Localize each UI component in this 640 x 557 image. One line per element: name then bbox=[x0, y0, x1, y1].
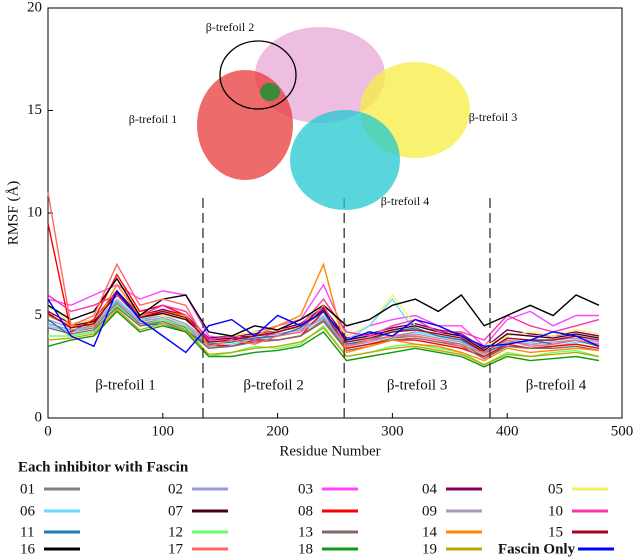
legend-label: 15 bbox=[548, 524, 563, 540]
series-line bbox=[47, 192, 600, 354]
legend-label: 09 bbox=[422, 503, 437, 519]
series-line bbox=[47, 308, 600, 366]
x-tick-label: 500 bbox=[611, 423, 634, 439]
legend-label: 02 bbox=[168, 481, 183, 497]
legend-label: 05 bbox=[548, 481, 563, 497]
y-tick-label: 5 bbox=[35, 307, 43, 323]
legend-label: 16 bbox=[20, 541, 36, 557]
site-circle bbox=[219, 40, 297, 110]
legend-label: 19 bbox=[422, 541, 437, 557]
series-line bbox=[47, 300, 600, 356]
x-tick-label: 0 bbox=[44, 423, 52, 439]
inset-label: β-trefoil 3 bbox=[469, 110, 517, 124]
x-tick-label: 300 bbox=[381, 423, 404, 439]
region-label: β-trefoil 1 bbox=[95, 377, 156, 393]
legend-label: 10 bbox=[548, 503, 563, 519]
region-label: β-trefoil 4 bbox=[526, 377, 587, 393]
y-tick-label: 20 bbox=[27, 0, 42, 15]
legend-label: 04 bbox=[422, 481, 438, 497]
legend-label: 07 bbox=[168, 503, 184, 519]
y-axis-label: RMSF (Å) bbox=[5, 181, 21, 246]
legend-label: 13 bbox=[298, 524, 313, 540]
series-line bbox=[47, 310, 600, 368]
domain-blob bbox=[197, 70, 293, 180]
y-tick-label: 15 bbox=[27, 102, 42, 118]
x-axis-label: Residue Number bbox=[279, 443, 380, 459]
inset-label: β-trefoil 1 bbox=[129, 112, 177, 126]
legend-label: 01 bbox=[20, 481, 35, 497]
legend-label: 03 bbox=[298, 481, 313, 497]
legend-label: 18 bbox=[298, 541, 313, 557]
x-tick-label: 200 bbox=[266, 423, 289, 439]
domain-blob bbox=[290, 110, 400, 210]
series-line bbox=[47, 306, 600, 360]
legend-label: 12 bbox=[168, 524, 183, 540]
series-line bbox=[47, 283, 599, 348]
series-line bbox=[47, 289, 600, 354]
inset-label: β-trefoil 2 bbox=[206, 20, 254, 34]
series-line bbox=[47, 291, 600, 354]
domain-blob bbox=[255, 27, 385, 123]
legend-label: Fascin Only bbox=[498, 541, 576, 557]
x-tick-label: 100 bbox=[152, 423, 175, 439]
legend-title: Each inhibitor with Fascin bbox=[18, 459, 189, 475]
inhibitor-site bbox=[260, 83, 280, 101]
legend-label: 06 bbox=[20, 503, 36, 519]
inset-label: β-trefoil 4 bbox=[381, 194, 429, 208]
y-tick-label: 0 bbox=[35, 409, 43, 425]
legend-label: 14 bbox=[422, 524, 438, 540]
legend-label: 08 bbox=[298, 503, 313, 519]
legend-label: 17 bbox=[168, 541, 184, 557]
y-tick-label: 10 bbox=[27, 204, 42, 220]
region-label: β-trefoil 2 bbox=[243, 377, 304, 393]
x-tick-label: 400 bbox=[496, 423, 519, 439]
region-label: β-trefoil 3 bbox=[387, 377, 448, 393]
protein-inset: β-trefoil 2 β-trefoil 1 β-trefoil 3 β-tr… bbox=[129, 20, 517, 210]
legend-label: 11 bbox=[20, 524, 34, 540]
